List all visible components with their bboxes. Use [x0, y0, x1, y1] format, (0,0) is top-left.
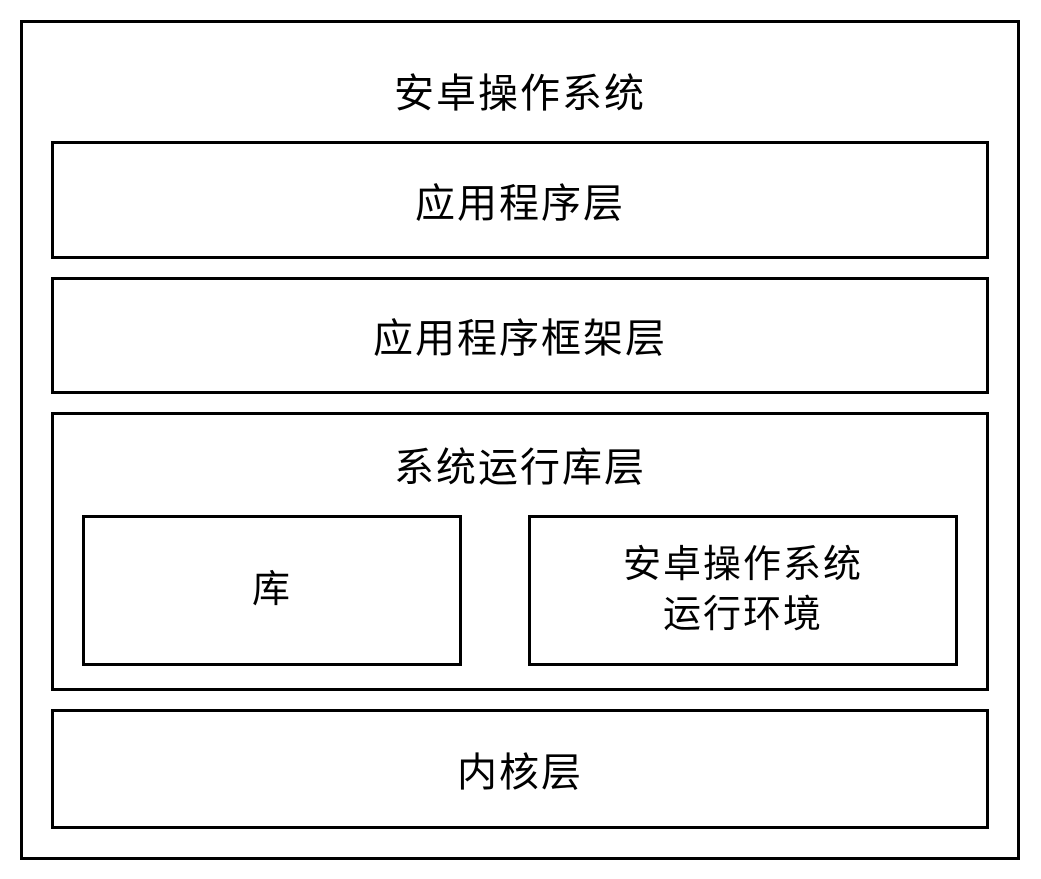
framework-layer-label: 应用程序框架层 — [373, 306, 667, 364]
kernel-layer-box: 内核层 — [51, 709, 989, 829]
runtime-layer-label: 系统运行库层 — [394, 435, 646, 493]
libraries-label: 库 — [252, 566, 292, 615]
runtime-subboxes-row: 库 安卓操作系统 运行环境 — [82, 515, 958, 666]
diagram-title-area: 安卓操作系统 — [51, 43, 989, 141]
runtime-env-box: 安卓操作系统 运行环境 — [528, 515, 958, 666]
libraries-box: 库 — [82, 515, 462, 666]
android-os-diagram: 安卓操作系统 应用程序层 应用程序框架层 系统运行库层 库 安卓操作系统 运行环… — [20, 20, 1020, 860]
framework-layer-box: 应用程序框架层 — [51, 277, 989, 395]
runtime-env-label-line2: 运行环境 — [663, 591, 823, 640]
application-layer-label: 应用程序层 — [415, 171, 625, 229]
runtime-layer-box: 系统运行库层 库 安卓操作系统 运行环境 — [51, 412, 989, 691]
runtime-env-label-line1: 安卓操作系统 — [623, 541, 863, 590]
application-layer-box: 应用程序层 — [51, 141, 989, 259]
kernel-layer-label: 内核层 — [457, 740, 583, 798]
diagram-title: 安卓操作系统 — [394, 71, 646, 116]
